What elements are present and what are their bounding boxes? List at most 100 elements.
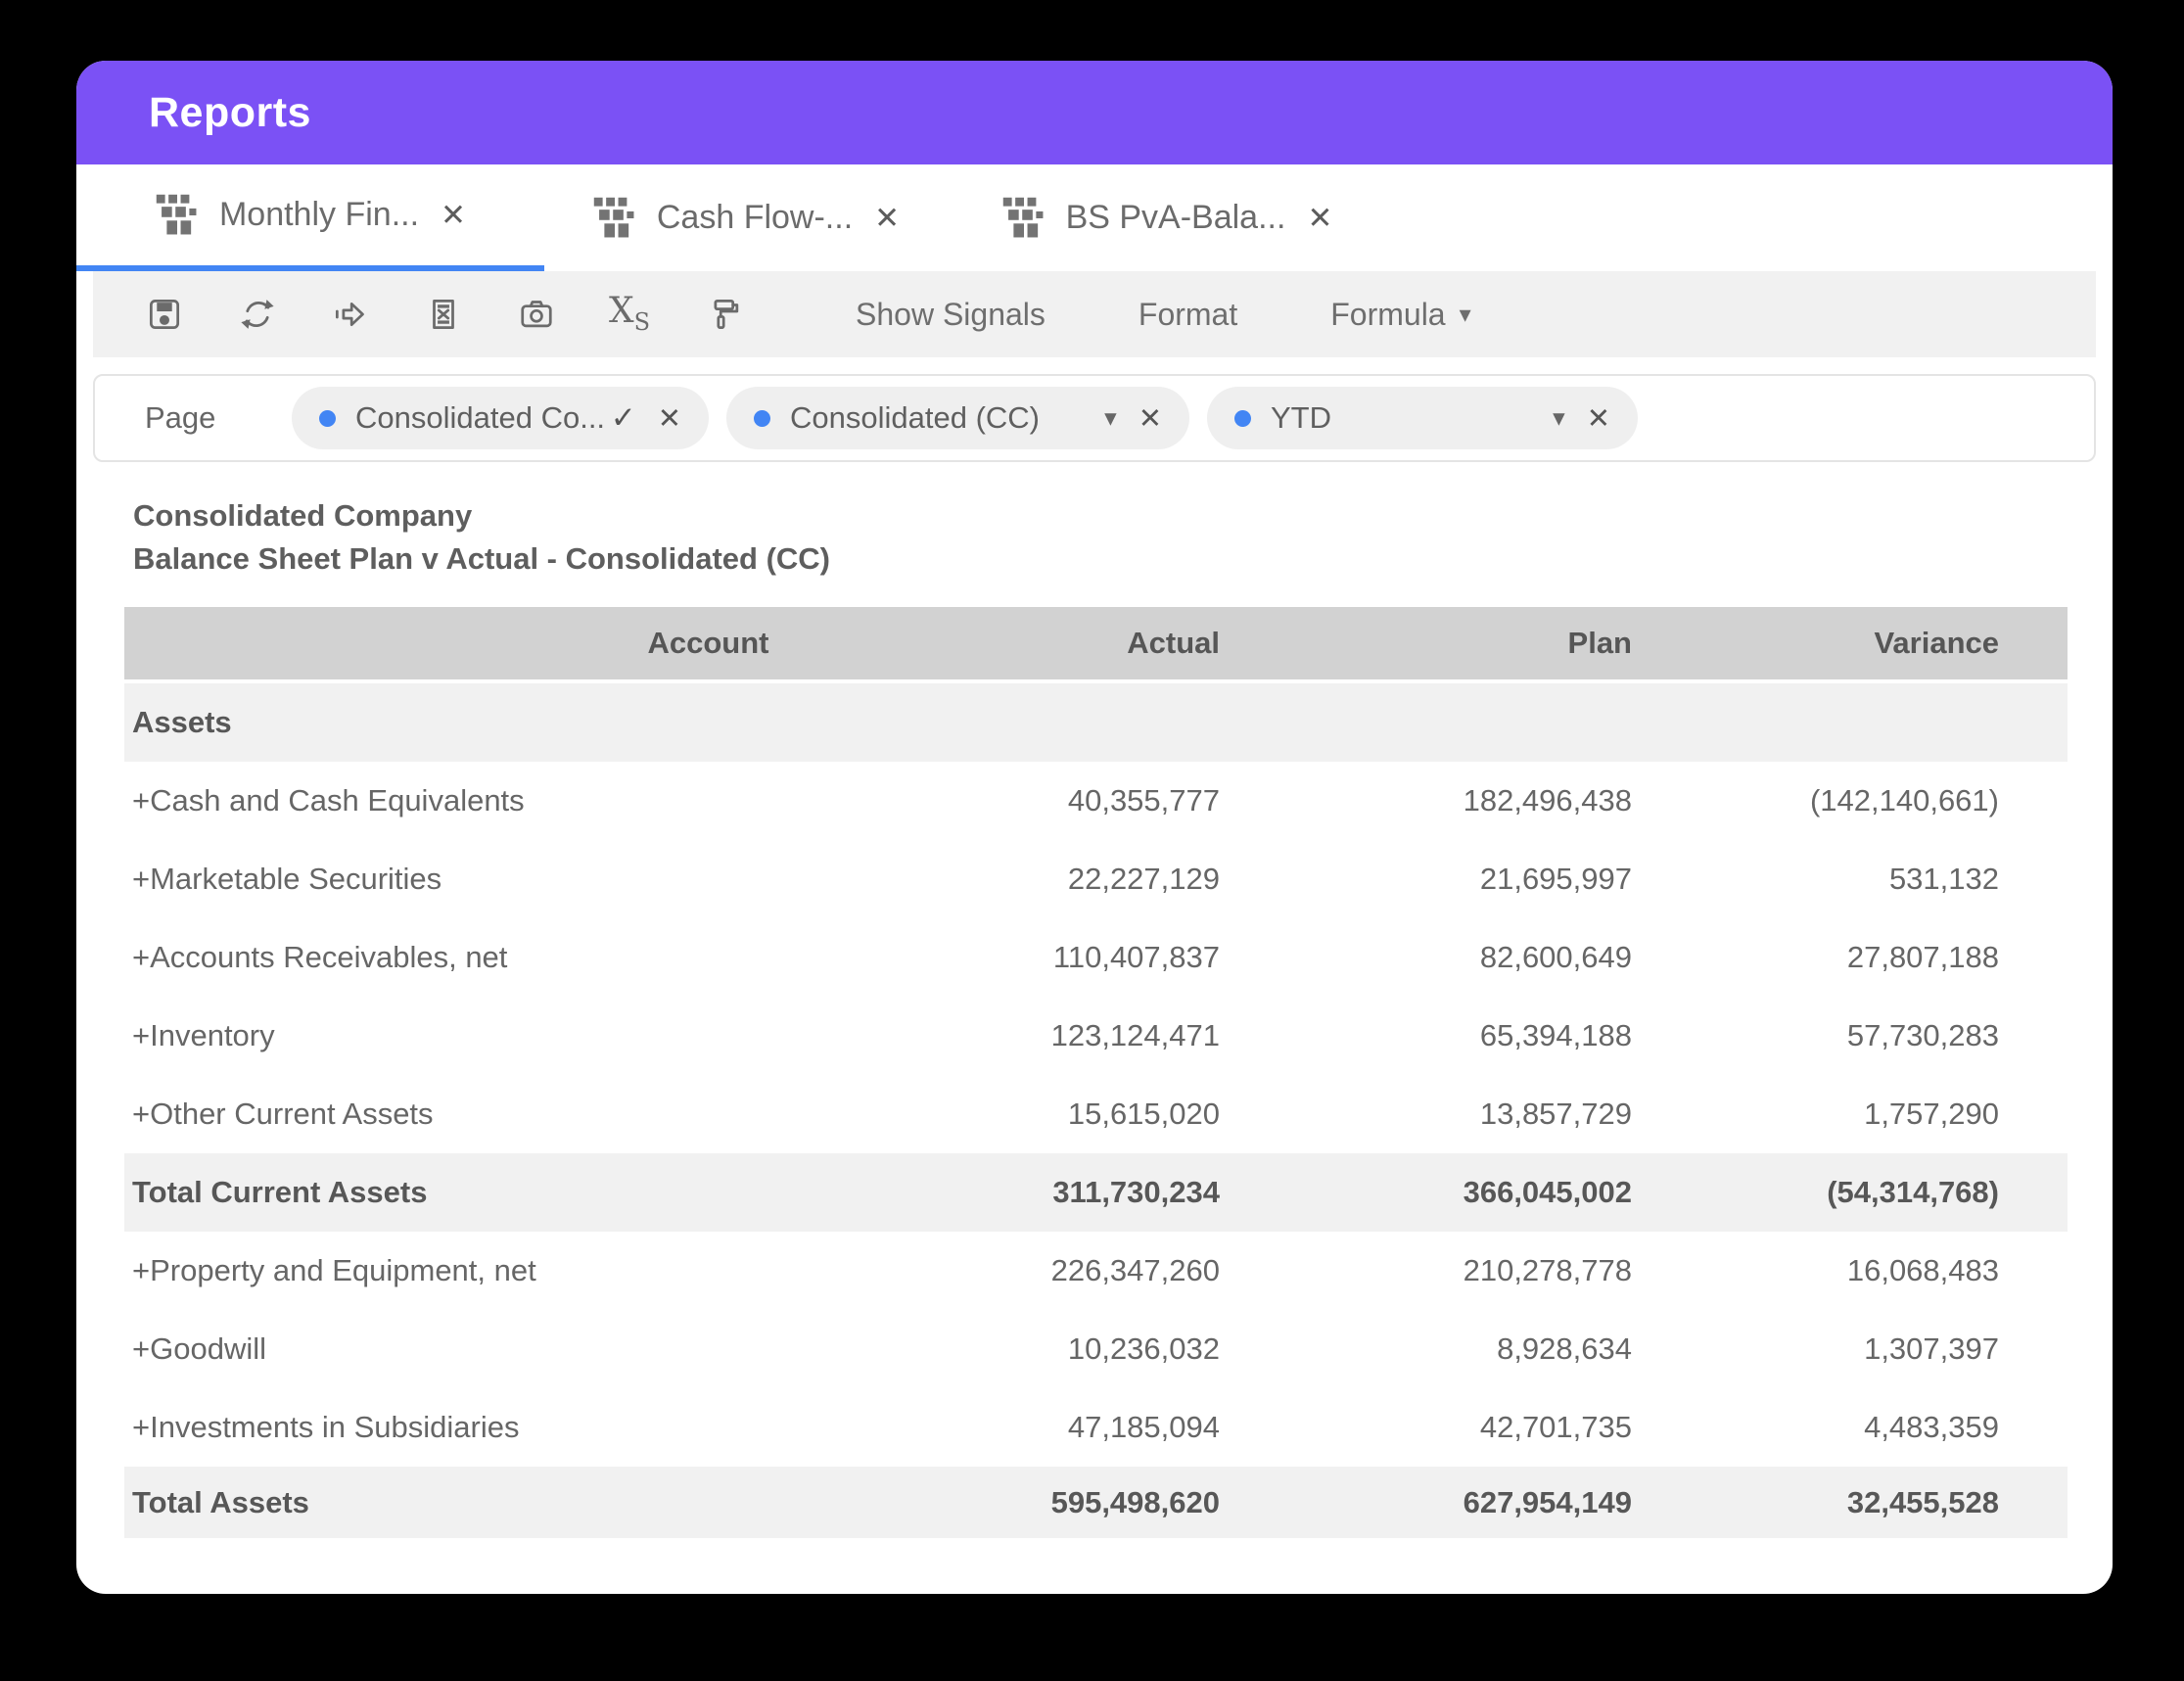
filter-chip-ytd[interactable]: YTD ▾ ✕ xyxy=(1207,387,1638,449)
format-button[interactable]: Format xyxy=(1138,297,1237,333)
save-button[interactable] xyxy=(146,293,183,336)
forward-button[interactable] xyxy=(332,293,369,336)
table-row[interactable]: +Goodwill 10,236,032 8,928,634 1,307,397 xyxy=(124,1310,2068,1388)
format-painter-button[interactable] xyxy=(704,293,741,336)
cell-variance[interactable]: 1,307,397 xyxy=(1864,1331,1999,1366)
cell-actual[interactable]: 595,498,620 xyxy=(969,1467,1282,1538)
close-tab-icon[interactable]: ✕ xyxy=(1307,200,1333,235)
cell-plan[interactable]: 8,928,634 xyxy=(1497,1331,1632,1366)
close-tab-icon[interactable]: ✕ xyxy=(441,197,467,232)
cell-variance[interactable]: 27,807,188 xyxy=(1846,940,1999,974)
cell-variance[interactable]: 1,757,290 xyxy=(1864,1097,1999,1131)
subscript-button[interactable]: XS xyxy=(608,291,651,337)
column-header-account[interactable]: Account xyxy=(124,607,969,683)
remove-filter-icon[interactable]: ✕ xyxy=(1138,402,1162,435)
cell-plan[interactable]: 42,701,735 xyxy=(1479,1410,1632,1444)
cell-plan[interactable]: 182,496,438 xyxy=(1463,783,1632,817)
cell-actual[interactable]: 110,407,837 xyxy=(1052,940,1220,974)
cell-variance[interactable]: 32,455,528 xyxy=(1679,1467,2068,1538)
cell-account[interactable]: +Property and Equipment, net xyxy=(132,1253,536,1287)
refresh-button[interactable] xyxy=(239,293,276,336)
toolbar: XS Show Signals Format Formula ▾ xyxy=(93,271,2096,357)
report-heading: Consolidated Company Balance Sheet Plan … xyxy=(133,494,2113,581)
table-header-row: Account Actual Plan Variance xyxy=(124,607,2068,683)
table-row[interactable]: Assets xyxy=(124,681,2068,762)
tab-bs-pva[interactable]: BS PvA-Bala... ✕ xyxy=(948,164,1386,271)
column-header-actual[interactable]: Actual xyxy=(969,607,1282,683)
table-row[interactable]: +Property and Equipment, net 226,347,260 2… xyxy=(124,1232,2068,1310)
cell-variance[interactable] xyxy=(1679,681,2068,762)
tab-label: Cash Flow-... xyxy=(656,199,854,236)
cell-actual[interactable]: 15,615,020 xyxy=(1067,1097,1220,1131)
cell-actual[interactable]: 22,227,129 xyxy=(1067,862,1220,896)
column-header-variance[interactable]: Variance xyxy=(1679,607,2068,683)
table-row[interactable]: +Marketable Securities 22,227,129 21,695,9… xyxy=(124,840,2068,918)
filter-chip-text: Consolidated (CC) xyxy=(790,400,1040,435)
column-header-plan[interactable]: Plan xyxy=(1282,607,1679,683)
cell-plan[interactable]: 13,857,729 xyxy=(1479,1097,1632,1131)
cell-account[interactable]: Assets xyxy=(124,681,969,762)
cell-actual[interactable]: 226,347,260 xyxy=(1050,1253,1220,1287)
save-icon xyxy=(149,299,180,330)
cell-plan[interactable]: 627,954,149 xyxy=(1282,1467,1679,1538)
cell-account[interactable]: +Accounts Receivables, net xyxy=(132,940,508,974)
cell-variance[interactable]: 57,730,283 xyxy=(1846,1018,1999,1052)
filter-chip-consolidated-cc[interactable]: Consolidated (CC) ▾ ✕ xyxy=(726,387,1189,449)
cell-plan[interactable]: 21,695,997 xyxy=(1479,862,1632,896)
filter-chip-text: YTD xyxy=(1271,400,1331,435)
formula-button[interactable]: Formula ▾ xyxy=(1330,297,1470,333)
remove-filter-icon[interactable]: ✕ xyxy=(657,402,681,435)
cell-actual[interactable]: 40,355,777 xyxy=(1067,783,1220,817)
cell-actual[interactable]: 10,236,032 xyxy=(1067,1331,1220,1366)
table-row[interactable]: +Accounts Receivables, net 110,407,837 82,… xyxy=(124,918,2068,997)
cell-plan[interactable]: 82,600,649 xyxy=(1479,940,1632,974)
tab-monthly-fin[interactable]: Monthly Fin... ✕ xyxy=(76,164,544,271)
refresh-icon xyxy=(241,300,274,329)
cell-account[interactable]: Total Current Assets xyxy=(124,1153,969,1232)
page-filter-label: Page xyxy=(145,400,216,435)
filter-chip-consolidated-company[interactable]: Consolidated Co... ✓ ✕ xyxy=(292,387,709,449)
chevron-down-icon: ▾ xyxy=(1459,301,1471,328)
cell-variance[interactable]: (142,140,661) xyxy=(1809,783,1999,817)
table-row[interactable]: +Investments in Subsidiaries 47,185,094 42… xyxy=(124,1388,2068,1467)
clear-sheet-button[interactable] xyxy=(425,293,462,336)
cell-plan[interactable]: 210,278,778 xyxy=(1463,1253,1632,1287)
cell-plan[interactable]: 366,045,002 xyxy=(1282,1153,1679,1232)
table-row[interactable]: +Inventory 123,124,471 65,394,188 57,730,28… xyxy=(124,997,2068,1075)
cell-account[interactable]: +Marketable Securities xyxy=(132,862,442,896)
table-row[interactable]: Total Current Assets 311,730,234 366,045,0… xyxy=(124,1153,2068,1232)
cell-account[interactable]: +Inventory xyxy=(132,1018,275,1052)
snapshot-button[interactable] xyxy=(518,293,555,336)
cell-actual[interactable] xyxy=(969,681,1282,762)
cell-variance[interactable]: (54,314,768) xyxy=(1679,1153,2068,1232)
table-row[interactable]: +Other Current Assets 15,615,020 13,857,72… xyxy=(124,1075,2068,1153)
remove-filter-icon[interactable]: ✕ xyxy=(1586,402,1610,435)
cell-account[interactable]: +Cash and Cash Equivalents xyxy=(132,783,525,817)
forward-arrow-icon xyxy=(335,302,364,327)
cell-account[interactable]: Total Assets xyxy=(124,1467,969,1538)
cell-variance[interactable]: 4,483,359 xyxy=(1864,1410,1999,1444)
camera-icon xyxy=(521,301,552,328)
cell-variance[interactable]: 531,132 xyxy=(1888,862,1999,896)
cell-plan[interactable] xyxy=(1282,681,1679,762)
cell-actual[interactable]: 311,730,234 xyxy=(969,1153,1282,1232)
tab-cash-flow[interactable]: Cash Flow-... ✕ xyxy=(544,164,948,271)
report-company-title: Consolidated Company xyxy=(133,498,473,533)
show-signals-button[interactable]: Show Signals xyxy=(856,297,1046,333)
cell-account[interactable]: +Investments in Subsidiaries xyxy=(132,1410,520,1444)
format-label: Format xyxy=(1138,296,1238,332)
cell-actual[interactable]: 123,124,471 xyxy=(1050,1018,1220,1052)
table-row[interactable]: Total Assets 595,498,620 627,954,149 32,455… xyxy=(124,1467,2068,1538)
chevron-down-icon[interactable]: ▾ xyxy=(1104,404,1117,432)
chevron-down-icon[interactable]: ▾ xyxy=(1553,404,1565,432)
cell-variance[interactable]: 16,068,483 xyxy=(1846,1253,1999,1287)
subscript-icon: XS xyxy=(608,291,651,337)
table-row[interactable]: +Cash and Cash Equivalents 40,355,777 182,… xyxy=(124,762,2068,840)
cell-plan[interactable]: 65,394,188 xyxy=(1479,1018,1632,1052)
cell-account[interactable]: +Other Current Assets xyxy=(132,1097,434,1131)
close-tab-icon[interactable]: ✕ xyxy=(874,200,901,235)
cell-account[interactable]: +Goodwill xyxy=(132,1331,266,1366)
cell-actual[interactable]: 47,185,094 xyxy=(1067,1410,1220,1444)
app-header: Reports xyxy=(76,61,2113,164)
check-icon[interactable]: ✓ xyxy=(610,400,636,435)
